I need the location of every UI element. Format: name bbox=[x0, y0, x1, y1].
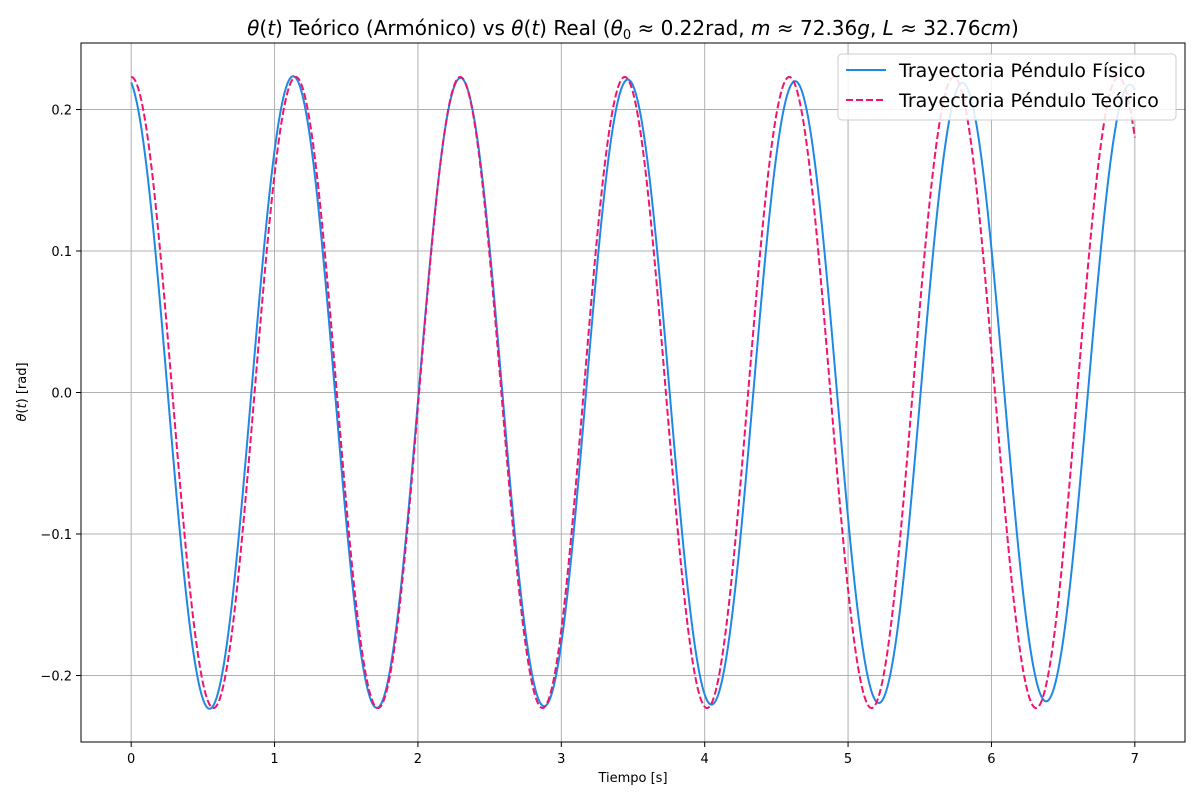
x-tick-label: 6 bbox=[987, 752, 995, 767]
x-tick-label: 5 bbox=[844, 752, 852, 767]
legend-label-fisico: Trayectoria Péndulo Físico bbox=[898, 60, 1146, 82]
chart-title: θ(t) Teórico (Armónico) vs θ(t) Real (θ0… bbox=[247, 16, 1019, 43]
x-tick-label: 4 bbox=[701, 752, 709, 767]
legend-box bbox=[837, 53, 1177, 121]
legend: Trayectoria Péndulo Físico Trayectoria P… bbox=[837, 53, 1177, 121]
x-tick-label: 7 bbox=[1131, 752, 1139, 767]
x-tick-label: 3 bbox=[557, 752, 565, 767]
y-tick-label: −0.1 bbox=[40, 528, 72, 543]
y-tick-label: −0.2 bbox=[40, 669, 72, 684]
legend-label-teorico: Trayectoria Péndulo Teórico bbox=[898, 90, 1159, 112]
ticks: 0 1 2 3 4 5 6 7 −0.2 −0.1 0.0 0.1 0.2 bbox=[40, 104, 1139, 767]
y-tick-label: 0.1 bbox=[51, 245, 72, 260]
x-tick-label: 1 bbox=[270, 752, 278, 767]
x-tick-label: 2 bbox=[414, 752, 422, 767]
x-tick-label: 0 bbox=[127, 752, 135, 767]
x-axis-label: Tiempo [s] bbox=[597, 771, 667, 786]
y-tick-label: 0.2 bbox=[51, 104, 72, 119]
y-axis-label: θ(t) [rad] bbox=[15, 362, 30, 421]
y-tick-label: 0.0 bbox=[51, 387, 72, 402]
